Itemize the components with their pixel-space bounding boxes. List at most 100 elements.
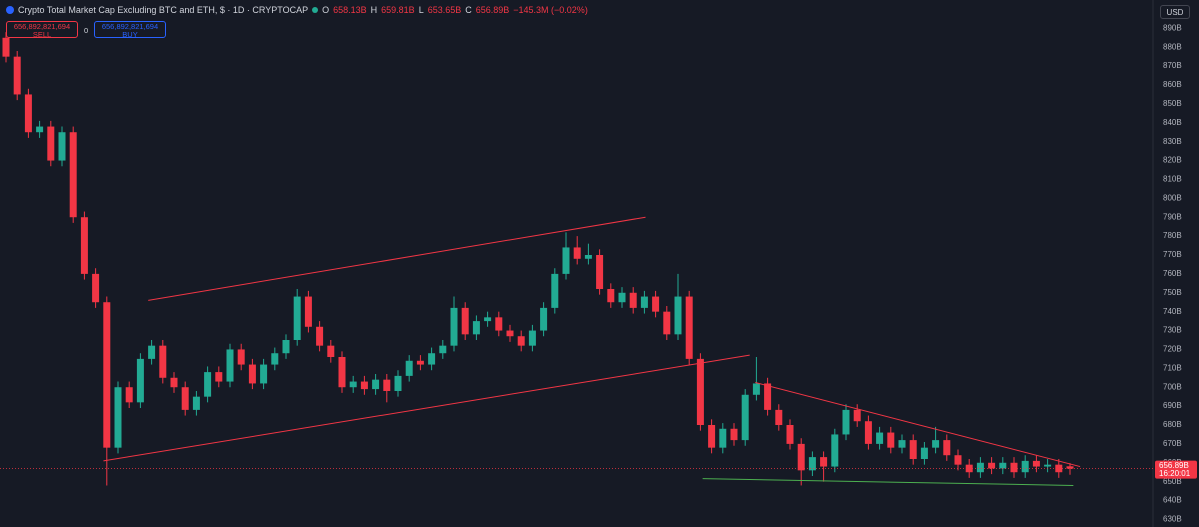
candle-body <box>92 273 100 303</box>
header: Crypto Total Market Cap Excluding BTC an… <box>6 5 588 15</box>
candle-body <box>215 372 223 382</box>
candle-body <box>80 217 88 274</box>
candle-body <box>764 383 772 410</box>
y-tick-label: 680B <box>1163 420 1182 429</box>
y-tick-label: 870B <box>1163 61 1182 70</box>
candle-body <box>1055 464 1063 473</box>
y-tick-label: 730B <box>1163 326 1182 335</box>
candle-body <box>293 296 301 340</box>
candle-body <box>954 455 962 465</box>
trend-line <box>148 216 646 301</box>
candle-body <box>920 447 928 459</box>
last-price: 656.89B <box>1159 461 1189 470</box>
candle-body <box>125 387 133 403</box>
candle-body <box>260 364 268 384</box>
candle-body <box>663 311 671 335</box>
candle-body <box>282 340 290 354</box>
candle-body <box>573 247 581 259</box>
candle-body <box>853 409 861 422</box>
buy-price: 656,892,821,694 <box>101 22 159 31</box>
ohlc-label: L <box>418 5 424 15</box>
candle-body <box>226 349 234 382</box>
y-tick-label: 640B <box>1163 496 1182 505</box>
y-tick-label: 700B <box>1163 382 1182 391</box>
candle-body <box>204 372 212 397</box>
y-tick-label: 630B <box>1163 515 1182 524</box>
candle-body <box>752 383 760 395</box>
candle-body <box>1044 464 1052 467</box>
y-tick-label: 720B <box>1163 345 1182 354</box>
candle-body <box>528 330 536 346</box>
y-tick-label: 830B <box>1163 137 1182 146</box>
candle-body <box>24 94 32 133</box>
candle-body <box>562 247 570 274</box>
candle-body <box>988 462 996 469</box>
candle-body <box>428 353 436 365</box>
ohlc-label: H <box>370 5 378 15</box>
candle-body <box>372 379 380 390</box>
y-tick-label: 710B <box>1163 363 1182 372</box>
change: −145.3M (−0.02%) <box>513 5 588 15</box>
sell-label: SELL <box>32 30 52 39</box>
candle-body <box>932 440 940 448</box>
candle-body <box>472 321 480 335</box>
ohlc-label: O <box>322 5 330 15</box>
candle-body <box>394 375 402 391</box>
candle-body <box>159 345 167 378</box>
candle-body <box>842 409 850 435</box>
candle-body <box>640 296 648 308</box>
candle-body <box>596 255 604 289</box>
candle-body <box>304 296 312 327</box>
candle-body <box>349 381 357 388</box>
candle-body <box>58 132 66 161</box>
candle-body <box>484 317 492 322</box>
candle-body <box>47 126 55 161</box>
countdown: 16:20:01 <box>1159 469 1191 478</box>
trend-line <box>755 382 1081 468</box>
candle-body <box>450 307 458 346</box>
candle-body <box>1066 466 1074 469</box>
candle-body <box>114 387 122 448</box>
candle-body <box>495 317 503 331</box>
y-tick-label: 800B <box>1163 193 1182 202</box>
candle-body <box>461 307 469 335</box>
y-tick-label: 880B <box>1163 42 1182 51</box>
candle-body <box>674 296 682 335</box>
candle-body <box>820 457 828 467</box>
candle-body <box>170 377 178 388</box>
symbol-icon <box>6 6 14 14</box>
symbol-title: Crypto Total Market Cap Excluding BTC an… <box>18 5 309 15</box>
y-tick-label: 770B <box>1163 250 1182 259</box>
candle-body <box>876 432 884 444</box>
candle-body <box>540 307 548 331</box>
ohlc-value: 658.13B <box>333 5 367 15</box>
candle-body <box>730 428 738 441</box>
candle-body <box>898 440 906 448</box>
last-price-tag <box>1155 460 1197 479</box>
buy-button[interactable]: 656,892,821,694 BUY <box>94 21 166 39</box>
candle-body <box>148 345 156 359</box>
candle-body <box>1010 462 1018 473</box>
candle-body <box>976 462 984 473</box>
ohlc-value: 656.89B <box>475 5 510 15</box>
y-tick-label: 670B <box>1163 439 1182 448</box>
sell-button[interactable]: 656,892,821,694 SELL <box>6 21 78 39</box>
candle-body <box>327 345 335 357</box>
candle-body <box>338 357 346 388</box>
candle-body <box>775 409 783 425</box>
candle-body <box>741 394 749 441</box>
candle-body <box>316 326 324 346</box>
y-tick-label: 890B <box>1163 23 1182 32</box>
candle-body <box>103 302 111 448</box>
candle-body <box>1021 460 1029 473</box>
currency-button[interactable]: USD <box>1160 5 1190 19</box>
candle-body <box>808 457 816 471</box>
buy-label: BUY <box>122 30 138 39</box>
sell-price: 656,892,821,694 <box>13 22 71 31</box>
candle-body <box>797 443 805 471</box>
candle-body <box>69 132 77 218</box>
y-tick-label: 810B <box>1163 175 1182 184</box>
candle-body <box>248 364 256 384</box>
y-tick-label: 690B <box>1163 401 1182 410</box>
